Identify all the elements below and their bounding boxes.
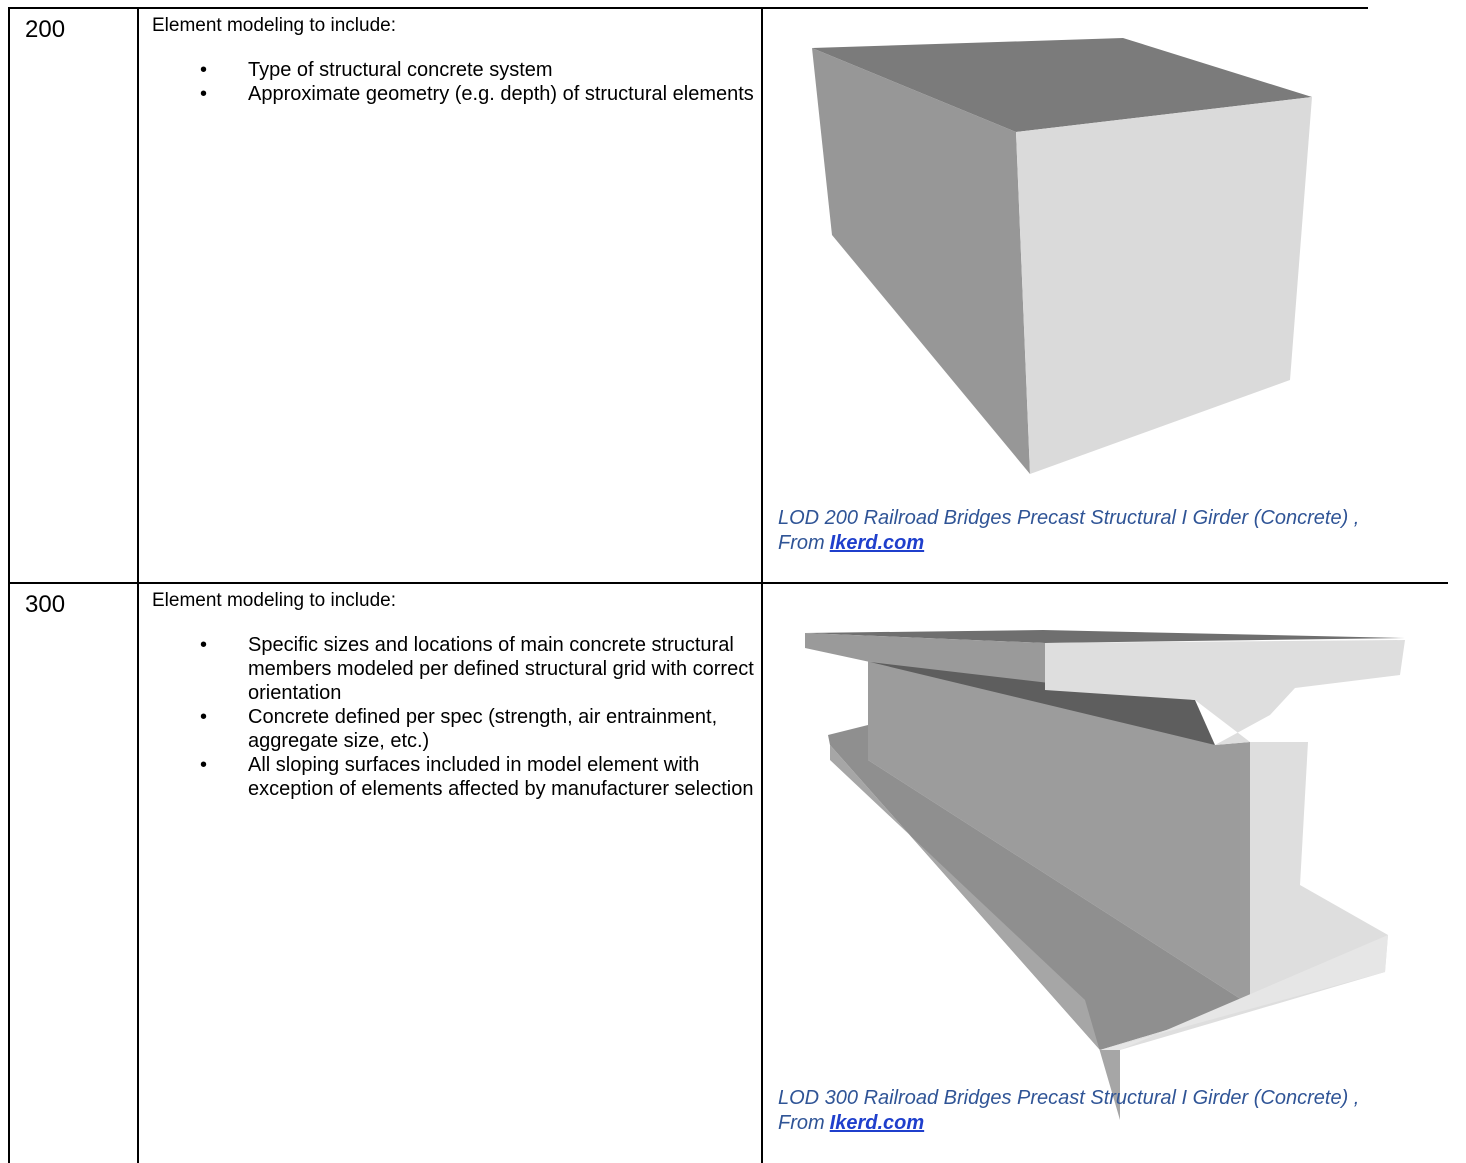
rule	[8, 582, 1448, 584]
bottom-slope	[828, 725, 1250, 1050]
row-heading: Element modeling to include:	[152, 590, 396, 611]
caption-text: LOD 300 Railroad Bridges Precast Structu…	[778, 1087, 1360, 1134]
rule	[137, 7, 139, 1163]
bullet-item: Type of structural concrete system	[200, 58, 760, 82]
girder-end	[1045, 640, 1405, 1050]
rule	[8, 7, 1368, 9]
bullet-item: Approximate geometry (e.g. depth) of str…	[200, 82, 760, 106]
caption: LOD 300 Railroad Bridges Precast Structu…	[778, 1086, 1398, 1136]
bullet-item: Specific sizes and locations of main con…	[200, 633, 760, 705]
bullet-list: Specific sizes and locations of main con…	[200, 633, 760, 801]
lod-level: 300	[25, 591, 66, 618]
flange-underside	[870, 662, 1215, 745]
row-heading: Element modeling to include:	[152, 15, 396, 36]
caption-link[interactable]: Ikerd.com	[829, 1112, 925, 1134]
rule	[8, 7, 10, 1163]
box-top	[812, 38, 1312, 132]
bullet-list: Type of structural concrete systemApprox…	[200, 58, 760, 106]
box-side	[812, 48, 1030, 474]
caption: LOD 200 Railroad Bridges Precast Structu…	[778, 506, 1398, 556]
rule	[761, 7, 763, 1163]
bottom-side	[830, 745, 1120, 1120]
bullet-item: All sloping surfaces included in model e…	[200, 753, 760, 801]
lod-level: 200	[25, 16, 66, 43]
flange-top	[805, 630, 1405, 643]
box-end	[1016, 97, 1312, 474]
illustrations	[805, 38, 1405, 1120]
caption-text: LOD 200 Railroad Bridges Precast Structu…	[778, 507, 1360, 554]
web-side	[868, 660, 1250, 1005]
caption-link[interactable]: Ikerd.com	[829, 532, 925, 554]
bullet-item: Concrete defined per spec (strength, air…	[200, 705, 760, 753]
